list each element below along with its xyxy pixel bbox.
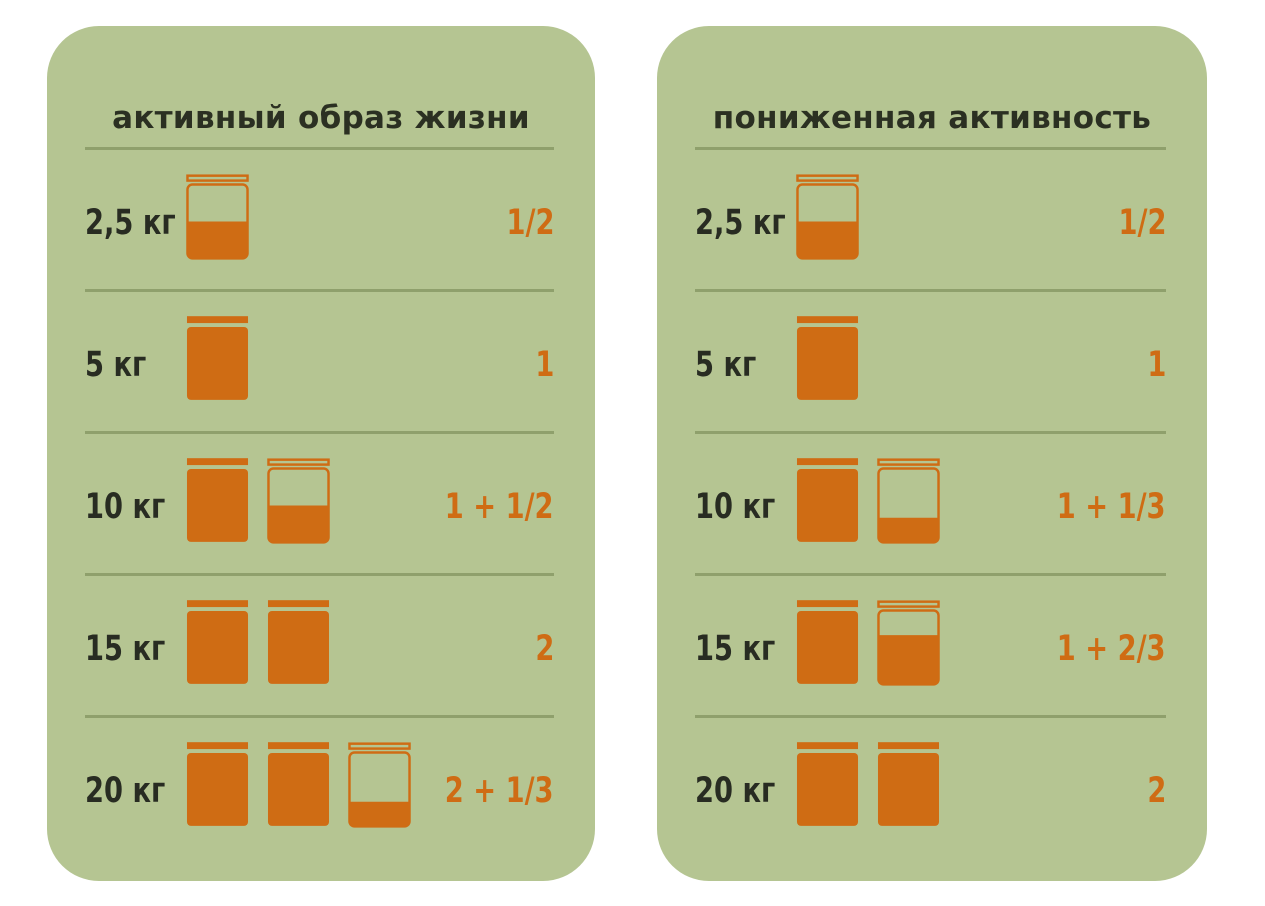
partial-jar-icon — [796, 174, 859, 260]
full-jar-icon — [267, 600, 330, 684]
partial-jar-icon — [186, 174, 249, 260]
portion-value: 1 — [1146, 345, 1166, 385]
full-jar-icon — [796, 742, 859, 826]
weight-label: 10 кг — [695, 487, 776, 527]
table-row: 20 кг 2 + 1/3 — [85, 715, 554, 857]
table-row: 5 кг 1 — [85, 289, 554, 431]
portion-value: 2 + 1/3 — [445, 771, 554, 811]
table-row: 2,5 кг 1/2 — [695, 147, 1166, 289]
full-jar-icon — [186, 600, 249, 684]
portion-value: 1/2 — [1118, 203, 1166, 243]
portion-table: 2,5 кг 1/2 5 кг 1 10 кг 1 + 1/3 15 кг 1 … — [695, 147, 1166, 857]
jar-group — [186, 600, 330, 690]
weight-label: 2,5 кг — [85, 203, 176, 243]
weight-label: 2,5 кг — [695, 203, 786, 243]
jar-group — [796, 742, 940, 832]
full-jar-icon — [186, 316, 249, 400]
card-title: активный образ жизни — [112, 100, 530, 136]
portion-value: 1 + 1/3 — [1057, 487, 1166, 527]
card-title: пониженная активность — [712, 100, 1152, 136]
portion-value: 1 — [534, 345, 554, 385]
jar-group — [186, 174, 249, 264]
weight-label: 15 кг — [695, 629, 776, 669]
table-row: 20 кг 2 — [695, 715, 1166, 857]
full-jar-icon — [186, 742, 249, 826]
partial-jar-icon — [877, 600, 940, 686]
weight-label: 15 кг — [85, 629, 166, 669]
portion-table: 2,5 кг 1/2 5 кг 1 10 кг 1 + 1/2 15 кг 2 … — [85, 147, 554, 857]
weight-label: 20 кг — [695, 771, 776, 811]
weight-label: 5 кг — [695, 345, 757, 385]
table-row: 2,5 кг 1/2 — [85, 147, 554, 289]
portion-value: 2 — [1146, 771, 1166, 811]
full-jar-icon — [267, 742, 330, 826]
jar-group — [186, 316, 249, 406]
table-row: 15 кг 2 — [85, 573, 554, 715]
partial-jar-icon — [348, 742, 411, 828]
weight-label: 20 кг — [85, 771, 166, 811]
jar-group — [796, 316, 859, 406]
jar-group — [186, 742, 411, 832]
jar-group — [796, 458, 940, 548]
full-jar-icon — [796, 458, 859, 542]
partial-jar-icon — [267, 458, 330, 544]
portion-value: 1/2 — [506, 203, 554, 243]
full-jar-icon — [186, 458, 249, 542]
full-jar-icon — [796, 316, 859, 400]
partial-jar-icon — [877, 458, 940, 544]
jar-group — [186, 458, 330, 548]
full-jar-icon — [877, 742, 940, 826]
jar-group — [796, 600, 940, 690]
card-active-lifestyle: активный образ жизни 2,5 кг 1/2 5 кг 1 1… — [47, 26, 595, 881]
table-row: 5 кг 1 — [695, 289, 1166, 431]
portion-value: 1 + 1/2 — [445, 487, 554, 527]
card-reduced-activity: пониженная активность 2,5 кг 1/2 5 кг 1 … — [657, 26, 1207, 881]
table-row: 10 кг 1 + 1/3 — [695, 431, 1166, 573]
weight-label: 10 кг — [85, 487, 166, 527]
jar-group — [796, 174, 859, 264]
weight-label: 5 кг — [85, 345, 147, 385]
table-row: 10 кг 1 + 1/2 — [85, 431, 554, 573]
portion-value: 2 — [534, 629, 554, 669]
portion-value: 1 + 2/3 — [1057, 629, 1166, 669]
table-row: 15 кг 1 + 2/3 — [695, 573, 1166, 715]
full-jar-icon — [796, 600, 859, 684]
